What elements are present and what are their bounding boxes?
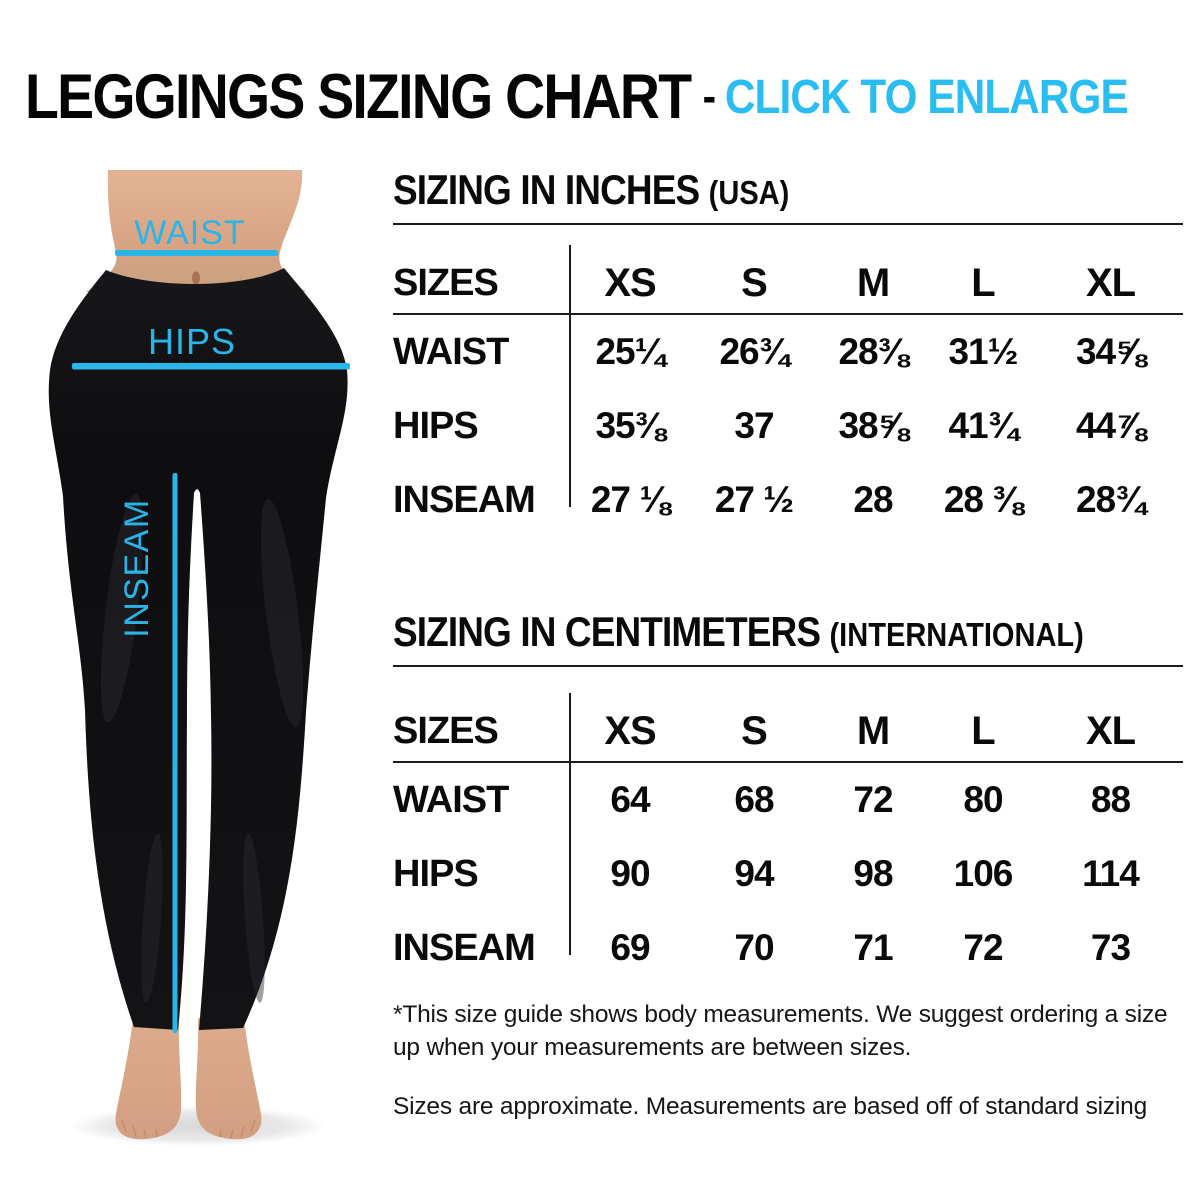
- cm-title-text: SIZING IN CENTIMETERS: [393, 608, 821, 655]
- table-row-waist: WAIST 64 68 72 80 88: [393, 763, 1183, 837]
- cell-value: 28¾: [1075, 479, 1146, 520]
- cell-value: 94: [734, 853, 774, 894]
- cell-value: 71: [853, 927, 893, 968]
- cell-value: 44⅞: [1075, 405, 1146, 446]
- col-l: L: [971, 260, 995, 305]
- note-line: Sizes are approximate. Measurements are …: [393, 1093, 1148, 1120]
- table-row-waist: WAIST 25¼ 26¾ 28⅜ 31½ 34⅝: [393, 315, 1183, 389]
- cell-value: 41¾: [948, 405, 1018, 446]
- cm-table-title: SIZING IN CENTIMETERS (INTERNATIONAL): [393, 608, 1088, 659]
- row-label: WAIST: [393, 778, 509, 821]
- page-title-text: LEGGINGS SIZING CHART: [25, 62, 692, 133]
- click-to-enlarge-link[interactable]: CLICK TO ENLARGE: [724, 71, 1129, 125]
- hips-line: [72, 363, 350, 370]
- toe-lines-right: [219, 1119, 256, 1139]
- cell-value: 114: [1082, 853, 1140, 894]
- waist-label: WAIST: [134, 214, 245, 252]
- page-title: LEGGINGS SIZING CHART - CLICK TO ENLARGE: [25, 61, 1129, 133]
- cm-header-row: SIZES XS S M L XL: [393, 701, 1183, 763]
- cell-value: 27 ½: [714, 479, 794, 520]
- size-guide-note: *This size guide shows body measurements…: [393, 998, 1193, 1064]
- cell-value: 28⅜: [838, 331, 908, 372]
- cell-value: 88: [1090, 779, 1131, 820]
- col-s: S: [741, 260, 768, 305]
- inseam-label: INSEAM: [118, 498, 156, 637]
- cell-value: 70: [734, 927, 774, 968]
- sizes-header: SIZES: [393, 709, 499, 752]
- sizes-header: SIZES: [393, 261, 499, 304]
- cell-value: 26¾: [719, 331, 789, 372]
- note-line: up when your measurements are between si…: [393, 1034, 912, 1061]
- cell-value: 64: [610, 779, 650, 820]
- leggings: [48, 268, 348, 1030]
- row-label: INSEAM: [393, 478, 536, 521]
- cell-value: 37: [734, 405, 774, 446]
- cell-value: 73: [1090, 927, 1131, 968]
- cell-value: 34⅝: [1075, 331, 1146, 372]
- right-foot: [195, 1018, 262, 1140]
- inches-title-text: SIZING IN INCHES: [393, 166, 700, 213]
- col-m: M: [856, 708, 890, 753]
- cell-value: 98: [853, 853, 893, 894]
- cell-value: 28: [853, 479, 893, 520]
- waist-line: [115, 250, 278, 256]
- row-label: HIPS: [393, 852, 479, 895]
- cell-value: 35⅜: [595, 405, 665, 446]
- cm-title-region: (INTERNATIONAL): [829, 616, 1084, 653]
- note-line: *This size guide shows body measurements…: [393, 1001, 1168, 1028]
- col-xl: XL: [1085, 260, 1136, 305]
- title-separator: -: [702, 70, 717, 123]
- col-s: S: [741, 708, 768, 753]
- cell-value: 69: [610, 927, 650, 968]
- col-l: L: [971, 708, 995, 753]
- leggings-model-illustration: WAIST HIPS INSEAM: [48, 170, 350, 1146]
- approximate-sizes-note: Sizes are approximate. Measurements are …: [393, 1090, 1193, 1123]
- column-divider: [569, 245, 571, 507]
- col-xs: XS: [604, 708, 656, 753]
- inches-header-row: SIZES XS S M L XL: [393, 253, 1183, 315]
- cell-value: 80: [963, 779, 1003, 820]
- cell-value: 28 ⅜: [943, 479, 1023, 520]
- cell-value: 72: [963, 927, 1003, 968]
- col-m: M: [856, 260, 890, 305]
- cell-value: 68: [734, 779, 774, 820]
- sizing-table-centimeters: SIZING IN CENTIMETERS (INTERNATIONAL) SI…: [393, 608, 1183, 985]
- cell-value: 72: [853, 779, 893, 820]
- cell-value: 25¼: [595, 331, 665, 372]
- row-label: WAIST: [393, 330, 509, 373]
- inches-title-region: (USA): [708, 174, 790, 211]
- torso-skin: [86, 170, 306, 292]
- table-row-inseam: INSEAM 69 70 71 72 73: [393, 911, 1183, 985]
- cell-value: 106: [953, 853, 1014, 894]
- toe-lines-left: [121, 1119, 158, 1139]
- sizing-table-inches: SIZING IN INCHES (USA) SIZES XS S M L XL…: [393, 166, 1183, 537]
- cell-value: 27 ⅛: [590, 479, 670, 520]
- inseam-line: [172, 473, 178, 1033]
- measurement-annotations: WAIST HIPS INSEAM: [72, 214, 350, 1033]
- cell-value: 38⅝: [838, 405, 908, 446]
- leggings-highlights: [100, 493, 304, 1003]
- cell-value: 31½: [948, 331, 1018, 372]
- hips-label: HIPS: [148, 321, 236, 362]
- table-row-hips: HIPS 35⅜ 37 38⅝ 41¾ 44⅞: [393, 389, 1183, 463]
- inches-grid: SIZES XS S M L XL WAIST 25¼ 26¾ 28⅜ 31½ …: [393, 245, 1183, 537]
- title-rule: [393, 223, 1183, 225]
- row-label: HIPS: [393, 404, 479, 447]
- navel: [192, 271, 200, 285]
- col-xl: XL: [1085, 708, 1136, 753]
- inches-table-title: SIZING IN INCHES (USA): [393, 166, 1088, 217]
- col-xs: XS: [604, 260, 656, 305]
- cm-grid: SIZES XS S M L XL WAIST 64 68 72 80 88 H…: [393, 693, 1183, 985]
- leggings-model-figure: WAIST HIPS INSEAM: [30, 158, 370, 1153]
- table-row-hips: HIPS 90 94 98 106 114: [393, 837, 1183, 911]
- table-row-inseam: INSEAM 27 ⅛ 27 ½ 28 28 ⅜ 28¾: [393, 463, 1183, 537]
- title-rule: [393, 665, 1183, 667]
- cell-value: 90: [610, 853, 650, 894]
- row-label: INSEAM: [393, 926, 536, 969]
- column-divider: [569, 693, 571, 955]
- left-foot: [115, 1018, 182, 1140]
